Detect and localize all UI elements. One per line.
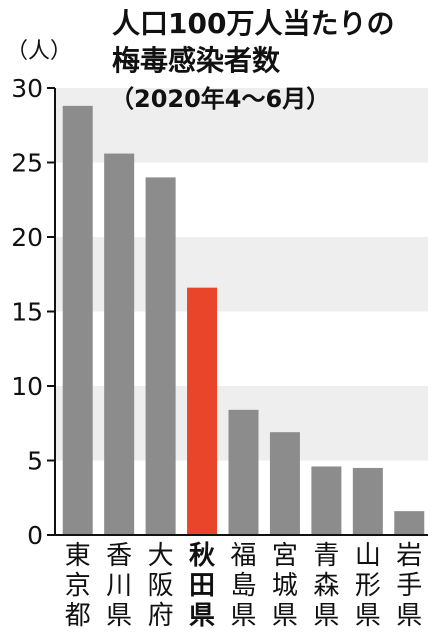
bar-2 xyxy=(145,177,176,535)
x-category-label: 秋田県 xyxy=(189,541,216,631)
x-category-label: 岩手県 xyxy=(396,541,422,631)
bar-8 xyxy=(394,511,425,535)
chart-title-line1: 人口100万人当たりの xyxy=(112,7,394,40)
bar-1 xyxy=(104,153,135,535)
grid-band-2 xyxy=(55,88,428,163)
chart-title-line2: 梅毒感染者数 xyxy=(112,44,281,77)
x-category-label: 青森県 xyxy=(313,541,339,631)
bars-group xyxy=(62,105,425,535)
y-unit-label: （人） xyxy=(6,39,72,64)
x-category-label: 山形県 xyxy=(355,541,381,631)
y-tick-label: 10 xyxy=(11,372,43,401)
bar-4 xyxy=(228,409,259,535)
bar-0 xyxy=(62,105,93,535)
y-tick-label: 0 xyxy=(27,521,43,550)
y-tick-label: 5 xyxy=(27,447,43,476)
x-category-label: 東京都 xyxy=(65,541,91,631)
bar-3 xyxy=(187,287,218,535)
bar-7 xyxy=(352,467,383,535)
x-category-label: 宮城県 xyxy=(272,541,298,631)
y-ticks-group: 0 5 10 15 20 25 30 xyxy=(11,74,55,550)
x-category-label: 福島県 xyxy=(230,541,256,631)
y-tick-label: 15 xyxy=(11,298,43,327)
x-category-label: 大阪府 xyxy=(148,541,174,631)
chart-subtitle: （2020年4～6月） xyxy=(110,85,330,113)
x-category-label: 香川県 xyxy=(106,541,132,631)
bar-6 xyxy=(311,466,342,535)
y-tick-label: 20 xyxy=(11,223,43,252)
y-tick-label: 30 xyxy=(11,74,43,103)
y-tick-label: 25 xyxy=(11,149,43,178)
bar-5 xyxy=(269,432,300,535)
